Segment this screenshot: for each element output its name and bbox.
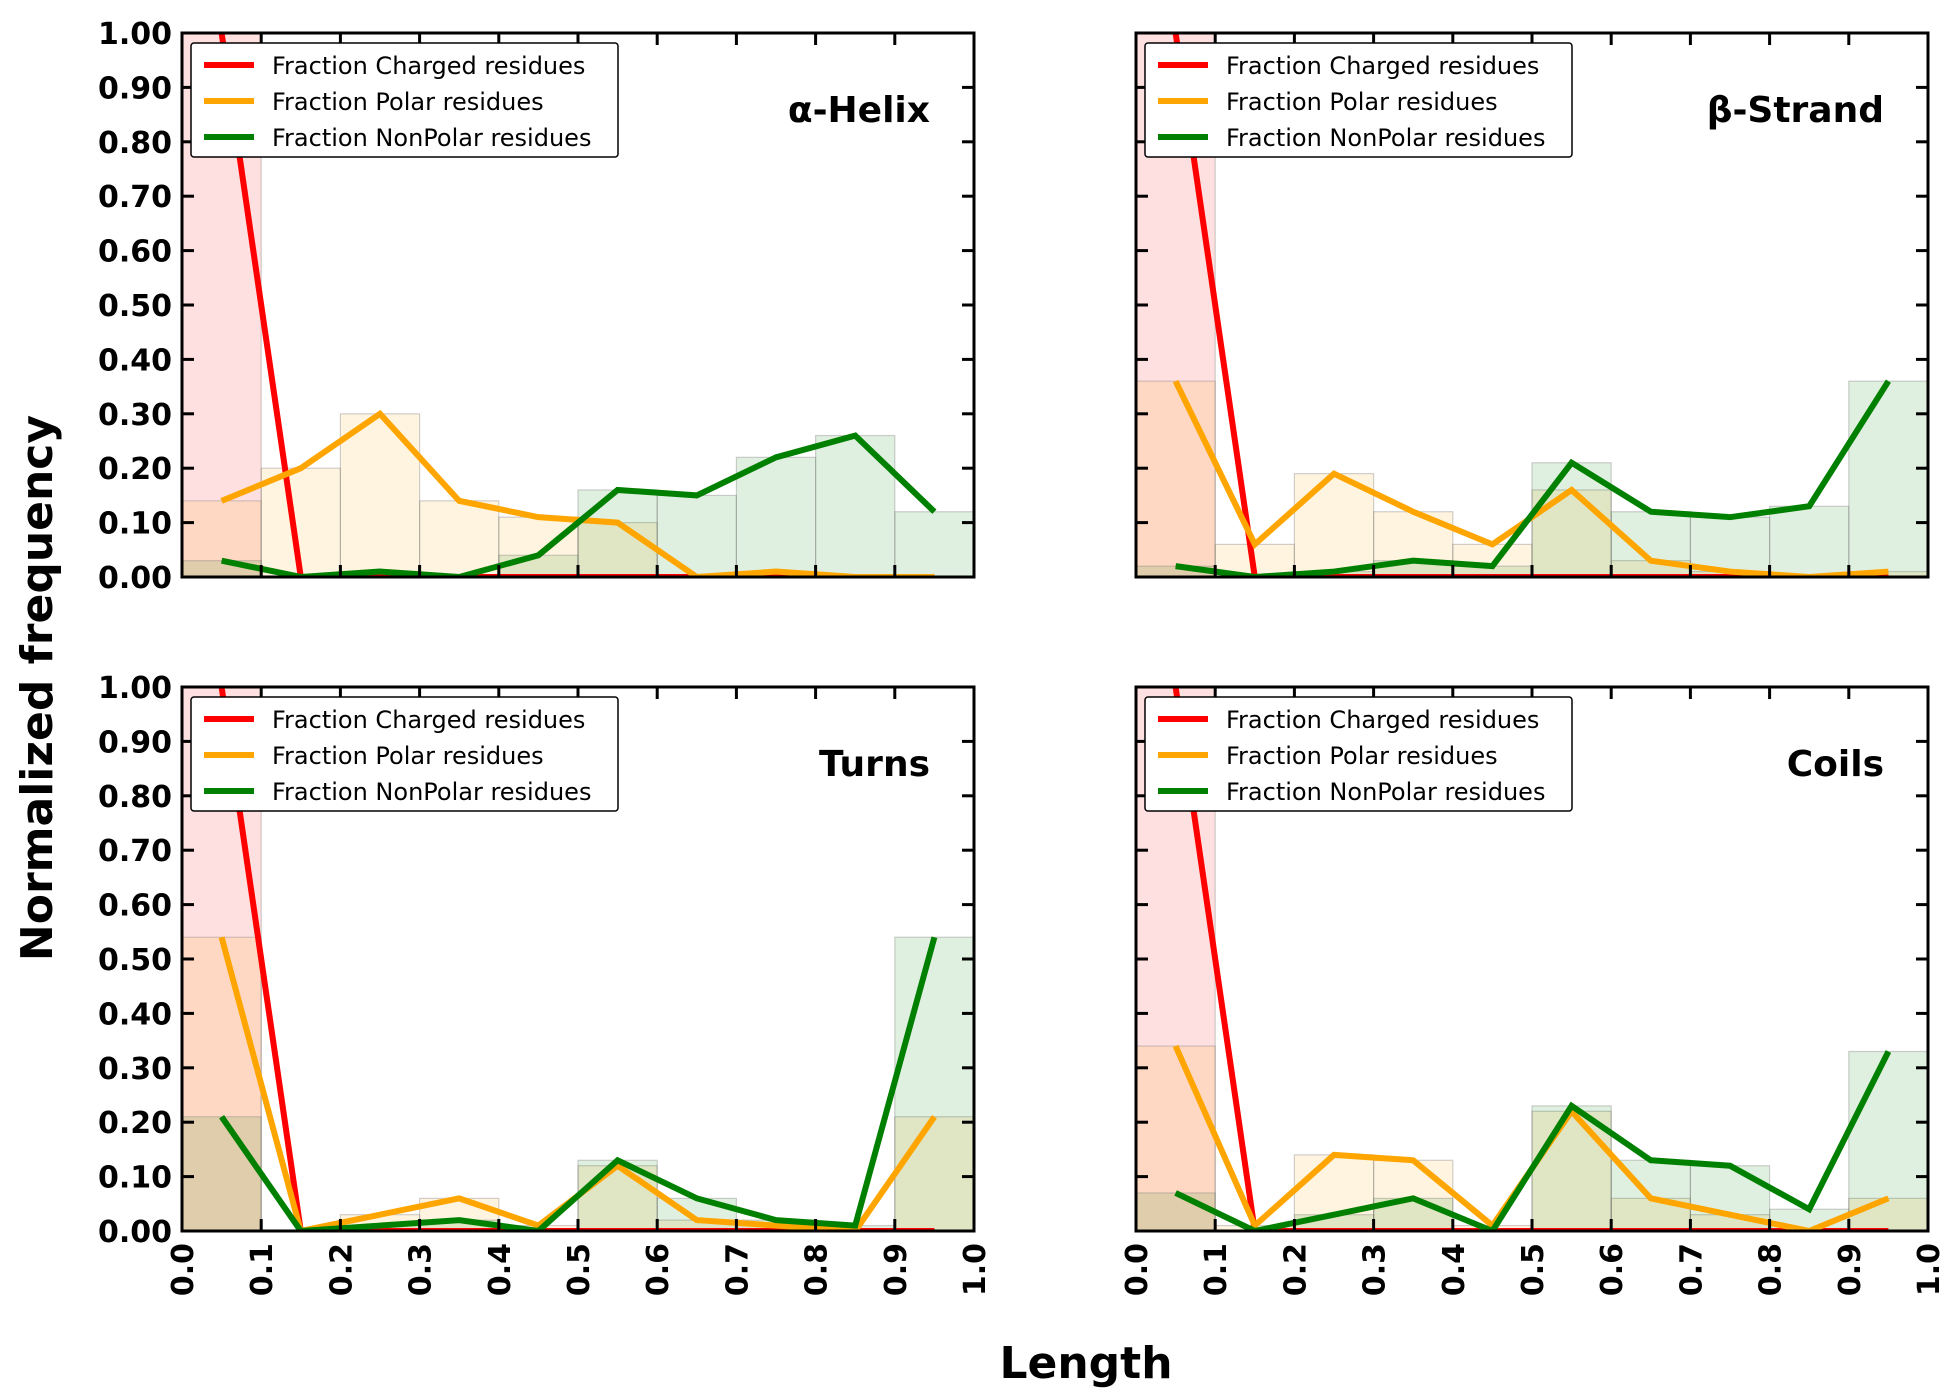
hist-bar-series-3-bin-1 <box>182 1116 262 1231</box>
legend-box <box>1144 42 1573 158</box>
y-tick-label: 0.20 <box>98 1106 172 1141</box>
hist-bar-series-2-bin-1 <box>1136 380 1216 577</box>
plot-area <box>182 33 974 577</box>
x-tick-label: 1.0 <box>958 1243 993 1296</box>
legend-box <box>1144 696 1573 812</box>
hist-bar-series-2-bin-5 <box>1452 543 1533 577</box>
x-tick-label: 0.7 <box>720 1243 755 1296</box>
legend: Fraction Charged residues Fraction Polar … <box>1144 42 1573 158</box>
y-tick-label: 0.30 <box>98 1052 172 1087</box>
y-tick-label: 1.00 <box>98 671 172 706</box>
x-tick-label: 0.6 <box>641 1243 676 1296</box>
hist-bar-series-3-bin-9 <box>814 434 896 577</box>
panel-4: 0.0 0.1 0.2 0.3 0.4 0.5 0.6 0.7 0.8 0.9 1.0 Coils Fr… <box>1120 685 1947 1296</box>
legend-label-3: Fraction NonPolar residues <box>272 124 591 152</box>
hist-bar-series-2-bin-6 <box>577 521 658 577</box>
x-tick-label: 0.8 <box>800 1243 835 1296</box>
panel-title: β-Strand <box>1707 90 1884 131</box>
y-tick-label: 1.00 <box>98 17 172 52</box>
x-tick-label: 0.3 <box>1358 1243 1393 1296</box>
legend-label-3: Fraction NonPolar residues <box>272 778 591 806</box>
hist-bar-series-2-bin-1 <box>1136 1045 1216 1231</box>
legend-label-1: Fraction Charged residues <box>1226 52 1539 80</box>
y-tick-label: 0.10 <box>98 1161 172 1196</box>
x-tick-label: 0.4 <box>1437 1243 1472 1296</box>
x-tick-label: 0.4 <box>483 1243 518 1296</box>
x-tick-label: 0.6 <box>1595 1243 1630 1296</box>
legend-label-2: Fraction Polar residues <box>272 88 544 116</box>
legend: Fraction Charged residues Fraction Polar … <box>190 42 619 158</box>
x-tick-label: 0.5 <box>1516 1243 1551 1296</box>
legend-label-1: Fraction Charged residues <box>1226 706 1539 734</box>
x-tick-label: 0.9 <box>879 1243 914 1296</box>
legend-label-2: Fraction Polar residues <box>272 742 544 770</box>
hist-bar-series-2-bin-5 <box>498 516 579 577</box>
y-tick-label: 0.40 <box>98 343 172 378</box>
y-tick-label: 0.30 <box>98 398 172 433</box>
x-tick-label: 1.0 <box>1912 1243 1947 1296</box>
hist-bar-series-3-bin-1 <box>1136 1192 1216 1231</box>
legend: Fraction Charged residues Fraction Polar … <box>1144 696 1573 812</box>
plot-area <box>1136 33 1928 577</box>
hist-bar-series-2-bin-3 <box>1293 473 1375 577</box>
legend-label-1: Fraction Charged residues <box>272 52 585 80</box>
y-tick-label: 0.60 <box>98 889 172 924</box>
y-tick-label: 0.80 <box>98 780 172 815</box>
x-tick-label: 0.8 <box>1754 1243 1789 1296</box>
y-axis-label: Normalized frequency <box>12 415 63 961</box>
hist-bar-series-2-bin-6 <box>577 1165 658 1231</box>
legend-label-2: Fraction Polar residues <box>1226 88 1498 116</box>
x-tick-label: 0.5 <box>562 1243 597 1296</box>
legend-label-3: Fraction NonPolar residues <box>1226 778 1545 806</box>
y-tick-label: 0.90 <box>98 71 172 106</box>
panel-title: Turns <box>819 744 930 785</box>
panel-title: Coils <box>1787 744 1884 785</box>
y-tick-label: 0.70 <box>98 834 172 869</box>
legend: Fraction Charged residues Fraction Polar … <box>190 696 619 812</box>
x-tick-label: 0.9 <box>1833 1243 1868 1296</box>
x-tick-label: 0.1 <box>1199 1243 1234 1296</box>
hist-bar-series-2-bin-3 <box>339 413 421 577</box>
y-tick-label: 0.70 <box>98 180 172 215</box>
y-tick-label: 0.00 <box>98 561 172 596</box>
hist-bar-series-3-bin-6 <box>577 489 658 577</box>
x-tick-label: 0.1 <box>245 1243 280 1296</box>
y-tick-label: 0.40 <box>98 997 172 1032</box>
y-tick-label: 0.90 <box>98 725 172 760</box>
legend-box <box>190 42 619 158</box>
legend-label-1: Fraction Charged residues <box>272 706 585 734</box>
legend-label-2: Fraction Polar residues <box>1226 742 1498 770</box>
x-tick-label: 0.2 <box>1278 1243 1313 1296</box>
y-tick-label: 0.80 <box>98 126 172 161</box>
x-tick-label: 0.2 <box>324 1243 359 1296</box>
hist-bar-series-2-bin-4 <box>419 500 500 577</box>
hist-bar-series-3-bin-7 <box>656 494 738 577</box>
y-tick-label: 0.50 <box>98 289 172 324</box>
x-tick-label: 0.0 <box>1120 1243 1155 1296</box>
hist-bar-series-3-bin-5 <box>498 554 579 577</box>
x-tick-label: 0.0 <box>166 1243 201 1296</box>
y-tick-label: 0.10 <box>98 507 172 542</box>
legend-label-3: Fraction NonPolar residues <box>1226 124 1545 152</box>
legend-box <box>190 696 619 812</box>
hist-bar-series-3-bin-8 <box>735 456 817 577</box>
y-tick-label: 0.20 <box>98 452 172 487</box>
y-tick-label: 0.50 <box>98 943 172 978</box>
y-tick-label: 0.60 <box>98 235 172 270</box>
panel-1: 0.00 0.10 0.20 0.30 0.40 0.50 0.60 0.70 0.80 0.90… <box>98 17 976 596</box>
panel-title: α-Helix <box>788 90 930 131</box>
hist-bar-series-2-bin-10 <box>894 1116 974 1231</box>
x-tick-label: 0.7 <box>1674 1243 1709 1296</box>
hist-bar-series-3-bin-10 <box>894 936 974 1231</box>
x-axis-label: Length <box>999 1338 1172 1389</box>
panel-3: 0.000.100.200.300.400.500.600.700.800.90… <box>98 671 993 1296</box>
y-tick-label: 0.00 <box>98 1215 172 1250</box>
hist-bar-series-3-bin-9 <box>1768 505 1850 577</box>
hist-bar-series-3-bin-10 <box>1848 380 1928 577</box>
panels: 0.000.100.200.300.400.500.600.700.800.90… <box>98 17 1947 1296</box>
hist-bar-series-3-bin-10 <box>1848 1050 1928 1231</box>
x-tick-label: 0.3 <box>404 1243 439 1296</box>
